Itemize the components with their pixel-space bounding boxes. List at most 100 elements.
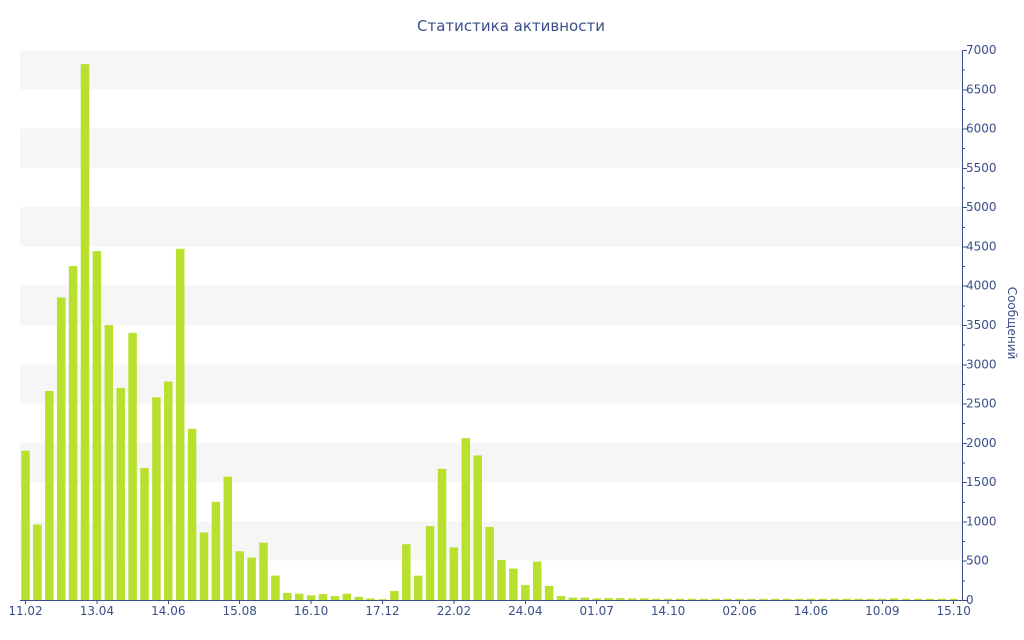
bar [104, 325, 114, 600]
bar [842, 598, 851, 600]
bar [390, 590, 399, 600]
bar [283, 592, 292, 600]
bar [770, 598, 780, 600]
bar [68, 266, 78, 600]
y-tick-label: 500 [966, 554, 989, 568]
bar [140, 468, 149, 600]
x-axis-ticks: 11.02 13.04 14.06 15.08 16.10 17.12 22.02 24.04… [8, 600, 971, 618]
bar [544, 585, 554, 600]
bar [485, 526, 494, 600]
bars-group [21, 64, 958, 601]
y-tick-label: 6500 [966, 82, 997, 96]
x-tick-label: 16.10 [294, 604, 328, 618]
y-tick-label: 4000 [966, 279, 997, 293]
x-tick-label: 24.04 [508, 604, 542, 618]
bar [497, 559, 506, 600]
bar [354, 596, 363, 600]
bar [723, 598, 732, 600]
bar [80, 64, 90, 600]
grid-band [20, 364, 962, 404]
x-tick-label: 10.09 [865, 604, 899, 618]
bar [663, 598, 673, 600]
x-tick-label: 17.12 [365, 604, 399, 618]
bar [199, 532, 209, 600]
bar [913, 598, 923, 600]
x-tick-label: 14.06 [151, 604, 185, 618]
bar [164, 381, 173, 600]
bar [152, 397, 161, 600]
grid-band [20, 285, 962, 325]
bar [378, 599, 387, 600]
y-tick-label: 6000 [966, 122, 997, 136]
x-tick-label: 13.04 [80, 604, 114, 618]
x-tick-label: 15.10 [937, 604, 971, 618]
bar [509, 568, 518, 600]
x-tick-label: 22.02 [437, 604, 471, 618]
bar [818, 598, 828, 600]
bar [402, 544, 411, 600]
bar [425, 526, 435, 600]
bar [651, 598, 661, 600]
bar [687, 598, 697, 600]
y-tick-label: 1000 [966, 514, 997, 528]
bar [33, 524, 42, 600]
bar [521, 585, 530, 600]
y-tick-label: 5000 [966, 200, 997, 214]
bar [878, 598, 887, 600]
bar [437, 468, 447, 600]
bar [925, 598, 935, 600]
bar [271, 575, 280, 600]
bar [128, 332, 137, 600]
bar [806, 598, 816, 600]
chart-title: Статистика активности [417, 17, 605, 35]
y-tick-label: 2500 [966, 397, 997, 411]
bar [211, 501, 221, 600]
bar [699, 598, 709, 600]
bar [116, 387, 125, 600]
bar [318, 594, 328, 600]
bar [759, 598, 768, 600]
bar [449, 547, 459, 600]
y-axis-label: Сообщений [1005, 287, 1019, 360]
background-bands [20, 50, 962, 561]
bar [556, 596, 566, 600]
y-tick-label: 2000 [966, 436, 997, 450]
bar [294, 593, 304, 600]
bar [866, 598, 875, 600]
x-tick-label: 15.08 [223, 604, 257, 618]
bar [342, 593, 352, 600]
bar [413, 575, 423, 600]
bar [532, 561, 542, 600]
bar [747, 598, 756, 600]
bar [949, 598, 958, 600]
x-tick-label: 14.06 [794, 604, 828, 618]
bar [711, 598, 720, 600]
bar [92, 251, 102, 600]
bar [330, 596, 340, 600]
bar [580, 597, 590, 600]
bar [473, 455, 482, 600]
bar [675, 598, 685, 600]
bar [568, 597, 578, 600]
bar [461, 438, 471, 600]
bar [604, 598, 613, 600]
bar [830, 598, 839, 600]
bar [56, 297, 66, 600]
bar [235, 551, 244, 600]
y-tick-label: 3500 [966, 318, 997, 332]
bar [782, 598, 792, 600]
bar [937, 598, 947, 600]
bar [223, 476, 233, 600]
bar [45, 391, 54, 600]
bar [187, 428, 197, 600]
bar [628, 598, 637, 600]
bar [889, 598, 899, 600]
bar [592, 598, 601, 600]
bar [259, 542, 268, 600]
y-tick-label: 3000 [966, 357, 997, 371]
y-tick-label: 0 [966, 593, 974, 607]
y-tick-label: 1500 [966, 475, 997, 489]
x-tick-label: 01.07 [580, 604, 614, 618]
bar [306, 595, 316, 600]
